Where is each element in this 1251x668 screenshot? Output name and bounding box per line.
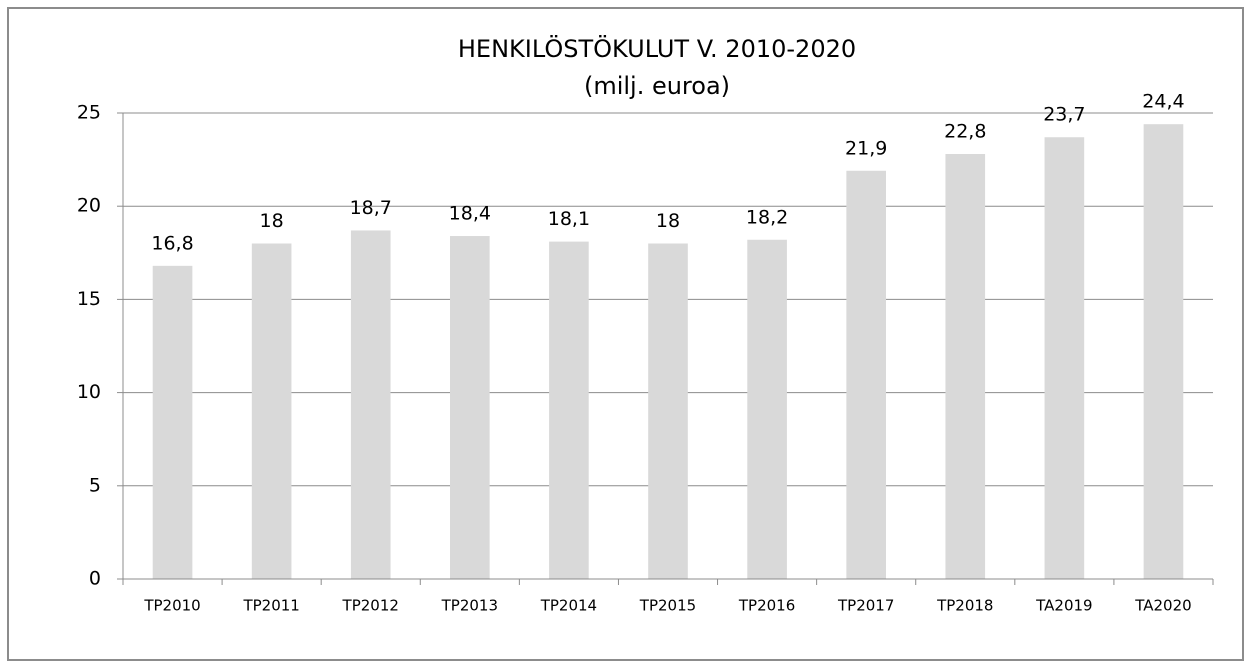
bar — [648, 243, 688, 580]
bar — [1044, 137, 1085, 579]
bar — [152, 265, 193, 579]
chart-title: HENKILÖSTÖKULUT V. 2010-2020 — [458, 34, 856, 63]
bar — [846, 170, 886, 579]
y-tick-label: 0 — [89, 568, 101, 590]
x-tick-label: TP2012 — [342, 597, 399, 615]
value-label: 18,7 — [350, 197, 392, 219]
value-label: 16,8 — [151, 232, 193, 254]
bar — [251, 243, 292, 580]
x-tick-label: TA2020 — [1134, 597, 1191, 615]
x-tick-label: TP2016 — [738, 597, 795, 615]
x-tick-label: TP2010 — [143, 597, 200, 615]
x-tick-label: TP2018 — [936, 597, 993, 615]
y-tick-label: 5 — [89, 474, 101, 496]
value-label: 18 — [260, 210, 284, 232]
x-tick-label: TP2015 — [639, 597, 696, 615]
bar — [747, 239, 787, 579]
bar — [350, 230, 391, 579]
value-label: 18,1 — [548, 208, 590, 230]
value-label: 21,9 — [845, 137, 887, 159]
value-label: 23,7 — [1043, 104, 1085, 126]
bar — [945, 154, 986, 579]
x-tick-label: TP2014 — [540, 597, 597, 615]
y-tick-label: 10 — [77, 381, 101, 403]
value-label: 24,4 — [1142, 91, 1184, 113]
x-tick-label: TP2011 — [242, 597, 299, 615]
x-tick-label: TP2013 — [441, 597, 498, 615]
value-label: 18,2 — [746, 206, 788, 228]
y-tick-label: 20 — [77, 195, 101, 217]
x-tick-label: TA2019 — [1035, 597, 1092, 615]
x-tick-label: TP2017 — [837, 597, 894, 615]
chart-subtitle: (milj. euroa) — [584, 72, 730, 100]
bar — [549, 241, 589, 579]
y-tick-label: 25 — [77, 102, 101, 124]
value-label: 18,4 — [449, 203, 491, 225]
y-tick-label: 15 — [77, 288, 101, 310]
bar — [450, 236, 490, 580]
bar — [1143, 124, 1184, 580]
chart-border — [7, 7, 1244, 661]
value-label: 18 — [656, 210, 680, 232]
value-label: 22,8 — [944, 121, 986, 143]
